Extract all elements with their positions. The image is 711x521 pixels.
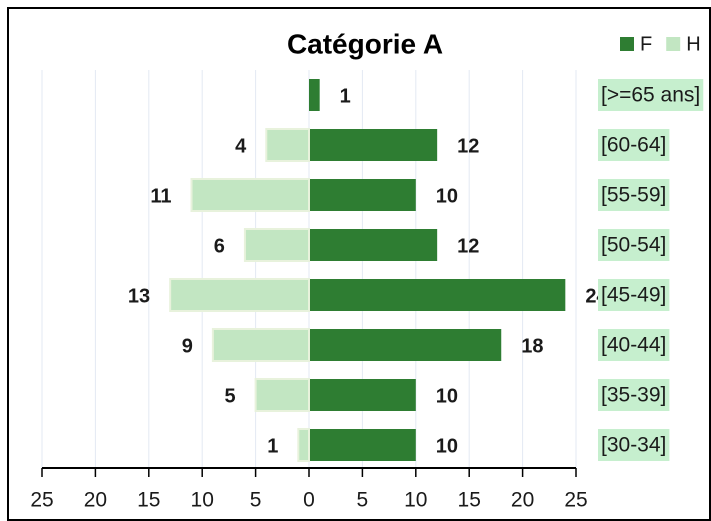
bar xyxy=(243,228,310,262)
category-label-bg xyxy=(598,379,670,411)
bar xyxy=(190,178,311,212)
data-label: 1 xyxy=(267,435,278,457)
x-tick-label: 25 xyxy=(30,489,53,512)
data-label: 9 xyxy=(182,335,193,357)
bar xyxy=(169,278,310,312)
category-label-bg xyxy=(598,429,670,461)
category-label-bg xyxy=(598,129,670,161)
legend-swatch xyxy=(666,37,681,51)
bar xyxy=(254,378,311,412)
bar xyxy=(309,279,566,311)
category-label-bg xyxy=(598,229,670,261)
data-label: 5 xyxy=(224,385,235,407)
bar xyxy=(309,429,416,461)
data-label: 12 xyxy=(457,235,479,257)
x-tick-label: 25 xyxy=(564,489,587,512)
data-label: 10 xyxy=(436,435,458,457)
category-label: [45-49] xyxy=(601,284,666,307)
x-tick-label: 10 xyxy=(404,489,427,512)
bar xyxy=(309,79,320,111)
x-tick-label: 10 xyxy=(191,489,214,512)
x-tick-label: 5 xyxy=(250,489,262,512)
legend-label: F xyxy=(640,33,652,55)
data-label: 18 xyxy=(521,335,543,357)
bar xyxy=(297,428,311,462)
bar xyxy=(265,128,310,162)
data-label: 13 xyxy=(128,285,150,307)
bar xyxy=(309,229,438,261)
data-label: 6 xyxy=(214,235,225,257)
x-tick-label: 20 xyxy=(84,489,107,512)
data-label: 1 xyxy=(340,85,351,107)
category-label: [50-54] xyxy=(601,234,666,257)
chart-title: Catégorie A xyxy=(287,28,443,59)
bar xyxy=(309,379,416,411)
category-label: [35-39] xyxy=(601,384,666,407)
category-label-bg xyxy=(598,329,670,361)
category-label-bg xyxy=(598,179,670,211)
category-label-bg xyxy=(598,279,670,311)
category-label: [>=65 ans] xyxy=(601,84,700,107)
category-label: [55-59] xyxy=(601,184,666,207)
x-tick-label: 15 xyxy=(137,489,160,512)
x-tick-label: 20 xyxy=(511,489,534,512)
bar xyxy=(211,328,311,362)
legend-label: H xyxy=(686,33,700,55)
category-label: [40-44] xyxy=(601,334,666,357)
bar xyxy=(309,179,416,211)
category-label: [60-64] xyxy=(601,134,666,157)
x-tick-label: 0 xyxy=(303,489,315,512)
bar xyxy=(309,329,502,361)
category-label: [30-34] xyxy=(601,434,666,457)
x-tick-label: 5 xyxy=(357,489,369,512)
legend-swatch xyxy=(620,37,634,51)
bar xyxy=(309,129,438,161)
category-label-bg xyxy=(598,79,704,111)
data-label: 12 xyxy=(457,135,479,157)
data-label: 4 xyxy=(235,135,247,157)
x-tick-label: 15 xyxy=(458,489,481,512)
data-label: 10 xyxy=(436,185,458,207)
data-label: 11 xyxy=(150,185,171,207)
data-label: 10 xyxy=(436,385,458,407)
